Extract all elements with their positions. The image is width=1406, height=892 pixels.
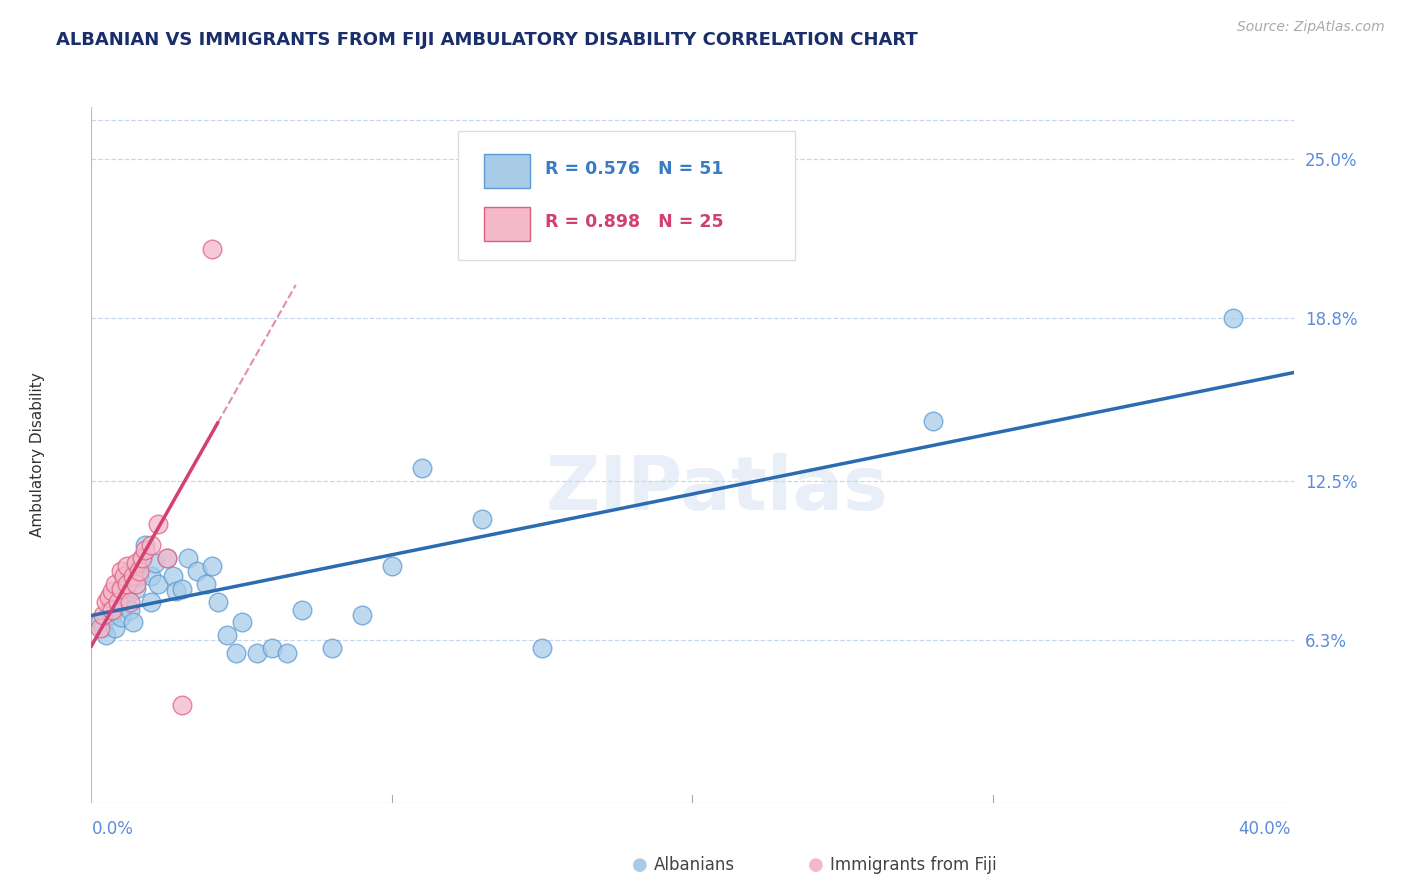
Point (110, 595, 132, 609)
Point (170, 582, 193, 596)
Point (117, 576, 139, 591)
Point (471, 512, 494, 526)
Text: ALBANIAN VS IMMIGRANTS FROM FIJI AMBULATORY DISABILITY CORRELATION CHART: ALBANIAN VS IMMIGRANTS FROM FIJI AMBULAT… (56, 31, 918, 49)
Point (165, 584, 187, 599)
Point (146, 576, 169, 591)
Point (131, 551, 153, 566)
Point (231, 615, 253, 630)
Point (125, 556, 148, 570)
Text: 40.0%: 40.0% (1239, 820, 1291, 838)
Point (176, 551, 198, 566)
Point (207, 595, 229, 609)
Point (170, 698, 193, 712)
Text: Ambulatory Disability: Ambulatory Disability (30, 373, 45, 537)
Point (89, 615, 111, 630)
Point (93, 621, 115, 635)
Point (98, 590, 121, 604)
Point (107, 595, 129, 609)
Point (110, 564, 132, 578)
Point (276, 646, 298, 660)
Point (291, 602, 314, 616)
Point (89, 621, 111, 635)
Point (104, 621, 127, 635)
Point (134, 543, 156, 558)
Point (381, 558, 404, 573)
Point (1222, 311, 1244, 326)
Text: Source: ZipAtlas.com: Source: ZipAtlas.com (1237, 20, 1385, 34)
Point (107, 584, 129, 599)
Point (98, 602, 121, 616)
Point (194, 576, 217, 591)
Point (104, 576, 127, 591)
Text: Immigrants from Fiji: Immigrants from Fiji (830, 856, 997, 874)
Point (141, 538, 163, 552)
Point (110, 610, 132, 624)
Point (114, 574, 136, 589)
Point (122, 569, 145, 583)
Point (141, 595, 163, 609)
Point (146, 517, 169, 532)
Point (134, 538, 156, 552)
Point (215, 628, 238, 642)
Point (411, 460, 433, 475)
Bar (485, 153, 530, 188)
Point (531, 641, 554, 656)
Point (143, 556, 166, 570)
Point (117, 590, 139, 604)
Point (162, 569, 184, 583)
Point (120, 564, 142, 578)
Point (120, 602, 142, 616)
Point (96, 610, 118, 624)
Text: R = 0.576   N = 51: R = 0.576 N = 51 (544, 160, 723, 178)
Point (104, 599, 127, 614)
Point (125, 564, 148, 578)
Point (225, 646, 247, 660)
Point (122, 615, 145, 630)
Point (186, 564, 208, 578)
Point (131, 551, 153, 566)
Point (101, 607, 124, 622)
Text: R = 0.898   N = 25: R = 0.898 N = 25 (544, 213, 723, 231)
Point (246, 646, 269, 660)
Point (350, 607, 373, 622)
Point (201, 242, 224, 256)
Point (155, 551, 177, 566)
Point (101, 584, 124, 599)
Point (141, 569, 163, 583)
Point (128, 569, 150, 583)
Point (101, 602, 124, 616)
Text: Albanians: Albanians (654, 856, 735, 874)
Text: ●: ● (631, 856, 648, 874)
Point (201, 558, 224, 573)
Point (114, 569, 136, 583)
Point (101, 590, 124, 604)
Point (922, 414, 945, 428)
Point (125, 582, 148, 596)
Point (128, 564, 150, 578)
Text: 0.0%: 0.0% (91, 820, 134, 838)
Point (120, 595, 142, 609)
Point (93, 607, 115, 622)
Point (96, 595, 118, 609)
Point (155, 551, 177, 566)
Text: ●: ● (807, 856, 824, 874)
Text: ZIPatlas: ZIPatlas (546, 453, 887, 526)
Point (96, 628, 118, 642)
Point (117, 558, 139, 573)
Point (321, 641, 343, 656)
Point (260, 641, 283, 656)
FancyBboxPatch shape (458, 131, 794, 260)
Point (110, 582, 132, 596)
Point (125, 576, 148, 591)
Bar (485, 207, 530, 242)
Point (110, 582, 132, 596)
